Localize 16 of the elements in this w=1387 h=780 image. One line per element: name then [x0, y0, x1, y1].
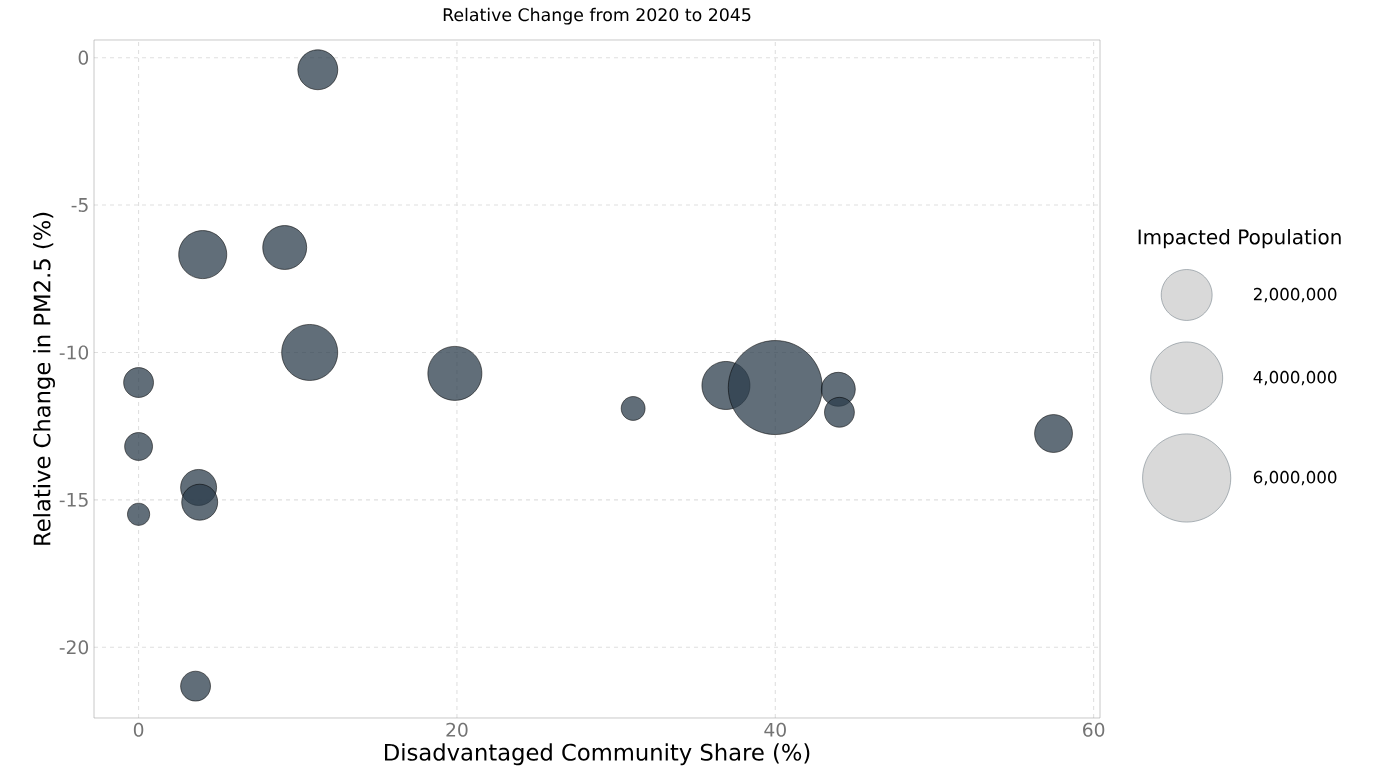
- x-tick-label: 20: [446, 722, 468, 737]
- y-tick-label: 0: [78, 50, 89, 65]
- y-axis-title: Relative Change in PM2.5 (%): [33, 212, 55, 545]
- y-tick-label: -20: [59, 640, 89, 655]
- legend-label: 2,000,000: [1253, 287, 1337, 303]
- y-tick-label: -15: [59, 492, 88, 507]
- x-tick-label: 60: [1083, 722, 1105, 737]
- x-axis-title: Disadvantaged Community Share (%): [385, 743, 810, 766]
- x-tick-label: 0: [133, 722, 144, 737]
- legend-title: Impacted Population: [1138, 228, 1341, 249]
- y-tick-label: -5: [71, 198, 88, 213]
- legend-label: 4,000,000: [1253, 370, 1337, 386]
- y-tick-label: -10: [59, 345, 89, 360]
- legend-label: 6,000,000: [1253, 470, 1337, 486]
- x-tick-label: 40: [764, 722, 786, 737]
- chart-title: Relative Change from 2020 to 2045: [443, 7, 751, 25]
